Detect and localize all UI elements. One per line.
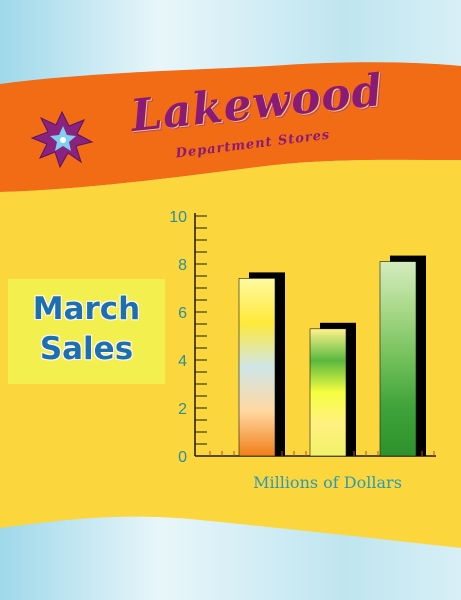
bar [238, 278, 276, 457]
y-tick-label: 0 [178, 449, 187, 466]
orange-banner [0, 62, 461, 192]
y-tick-label: 2 [178, 401, 187, 418]
y-tick-label: 4 [178, 353, 187, 370]
y-tick-label: 8 [178, 257, 187, 274]
y-tick-label: 6 [178, 305, 187, 322]
bar-chart: 0 2 4 6 8 10 [169, 209, 436, 466]
promo-badge: March Sales [8, 279, 165, 384]
promo-line-1: March [32, 291, 141, 327]
bar [309, 328, 347, 457]
x-axis-title: Millions of Dollars [253, 473, 402, 492]
bar [379, 261, 417, 457]
y-tick-label: 10 [169, 209, 187, 226]
star-logo-icon [30, 110, 94, 169]
promo-line-2: Sales [39, 331, 134, 367]
